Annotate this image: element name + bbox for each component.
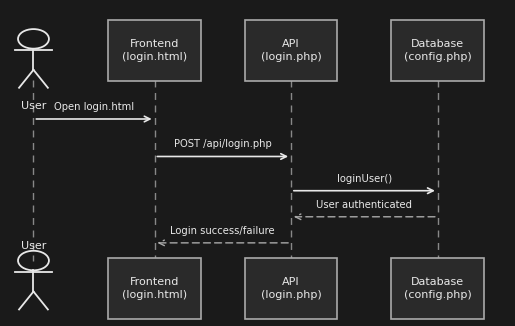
- Text: Frontend
(login.html): Frontend (login.html): [122, 39, 187, 62]
- FancyBboxPatch shape: [245, 258, 337, 319]
- Text: Frontend
(login.html): Frontend (login.html): [122, 277, 187, 300]
- FancyBboxPatch shape: [245, 20, 337, 81]
- Text: User authenticated: User authenticated: [316, 200, 413, 210]
- Text: loginUser(): loginUser(): [337, 173, 392, 184]
- FancyBboxPatch shape: [108, 20, 201, 81]
- Text: User: User: [21, 101, 46, 111]
- FancyBboxPatch shape: [391, 20, 484, 81]
- FancyBboxPatch shape: [391, 258, 484, 319]
- Text: Database
(config.php): Database (config.php): [404, 277, 472, 300]
- Text: POST /api/login.php: POST /api/login.php: [174, 139, 271, 149]
- Text: User: User: [21, 241, 46, 251]
- Text: Database
(config.php): Database (config.php): [404, 39, 472, 62]
- Text: API
(login.php): API (login.php): [261, 39, 321, 62]
- FancyBboxPatch shape: [108, 258, 201, 319]
- Text: Login success/failure: Login success/failure: [170, 226, 275, 236]
- Text: API
(login.php): API (login.php): [261, 277, 321, 300]
- Text: Open login.html: Open login.html: [54, 102, 134, 112]
